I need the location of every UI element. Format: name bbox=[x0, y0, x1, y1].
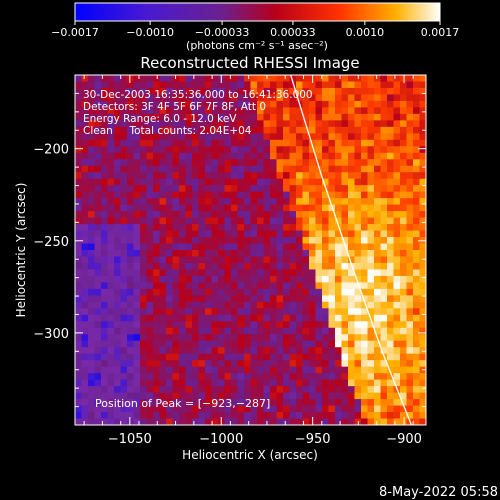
y-tick-label: −250 bbox=[33, 235, 69, 250]
colorbar-units: (photons cm⁻² s⁻¹ asec⁻²) bbox=[186, 39, 328, 52]
x-tick-label: −1050 bbox=[108, 432, 152, 447]
plot-frame bbox=[74, 74, 427, 426]
colorbar bbox=[74, 2, 441, 22]
colorbar-tick-label: −0.0010 bbox=[126, 26, 174, 39]
x-axis-ticks: −1050 −1000 −950 −900 bbox=[83, 75, 422, 447]
x-axis-label: Heliocentric X (arcsec) bbox=[182, 448, 318, 462]
colorbar-tick-label: 0.00033 bbox=[270, 26, 316, 39]
colorbar-tick-label: −0.00033 bbox=[195, 26, 250, 39]
y-axis-ticks: −200 −250 −300 bbox=[33, 92, 426, 408]
solar-limb-line bbox=[290, 75, 413, 425]
annotation-block: 30-Dec-2003 16:35:36.000 to 16:41:36.000… bbox=[83, 89, 313, 137]
y-tick-label: −300 bbox=[33, 327, 69, 342]
heatmap-area bbox=[75, 75, 426, 425]
annotation-line: 30-Dec-2003 16:35:36.000 to 16:41:36.000 bbox=[83, 89, 313, 101]
y-axis-label: Heliocentric Y (arcsec) bbox=[14, 183, 28, 318]
y-tick-label: −200 bbox=[33, 143, 69, 158]
annotation-line: Energy Range: 6.0 - 12.0 keV bbox=[83, 113, 237, 125]
annotation-line: Detectors: 3F 4F 5F 6F 7F 8F, Att 0 bbox=[83, 101, 266, 113]
colorbar-ticks: −0.0017 −0.0010 −0.00033 0.00033 0.0010 0.001… bbox=[51, 21, 459, 39]
x-tick-label: −900 bbox=[386, 432, 422, 447]
footer-timestamp: 8-May-2022 05:58 bbox=[379, 485, 498, 500]
annotation-line: Clean Total counts: 2.04E+04 bbox=[83, 125, 252, 137]
colorbar-tick-label: 0.0017 bbox=[421, 26, 460, 39]
colorbar-tick-label: 0.0010 bbox=[346, 26, 385, 39]
x-tick-label: −950 bbox=[295, 432, 331, 447]
x-tick-label: −1000 bbox=[199, 432, 243, 447]
peak-position-label: Position of Peak = [−923,−287] bbox=[95, 397, 270, 410]
colorbar-tick-label: −0.0017 bbox=[51, 26, 99, 39]
chart-title: Reconstructed RHESSI Image bbox=[140, 54, 359, 72]
